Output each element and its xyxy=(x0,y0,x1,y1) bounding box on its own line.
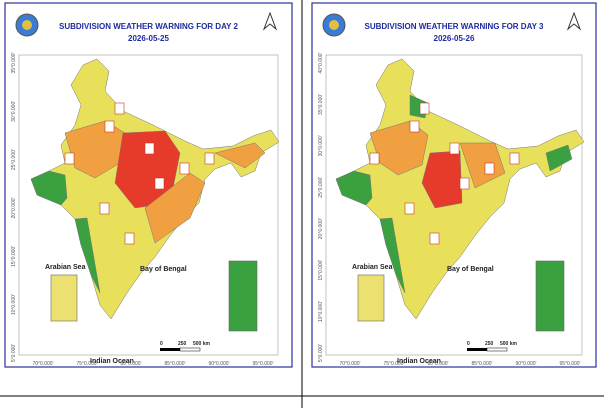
longitude-label: 85°0.000' xyxy=(164,361,185,367)
warning-icon xyxy=(449,142,460,155)
longitude-label: 90°0.000' xyxy=(208,361,229,367)
latitude-label: 20°0.000' xyxy=(318,218,324,239)
warning-icon xyxy=(204,152,215,165)
latitude-label: 35°0.000' xyxy=(11,52,17,73)
sea-label: Indian Ocean xyxy=(397,358,441,365)
map-title: SUBDIVISION WEATHER WARNING FOR DAY 2 xyxy=(59,22,239,31)
map-panel: SUBDIVISION WEATHER WARNING FOR DAY 3 202… xyxy=(311,2,597,368)
andaman-box xyxy=(535,260,565,332)
warning-icon xyxy=(104,120,115,133)
scale-bar xyxy=(179,347,201,352)
india-map xyxy=(30,58,280,320)
warning-icon xyxy=(64,152,75,165)
logo-inner xyxy=(22,20,32,30)
map-frame xyxy=(325,54,583,356)
warning-icon xyxy=(409,120,420,133)
scale-label: 0 xyxy=(160,341,163,347)
map-panel: SUBDIVISION WEATHER WARNING FOR DAY 2 202… xyxy=(4,2,293,368)
warning-icon xyxy=(179,162,190,175)
subdivision xyxy=(379,217,406,294)
warning-icon xyxy=(484,162,495,175)
scale-label: 500 km xyxy=(500,341,518,347)
longitude-label: 80°0.000' xyxy=(427,361,448,367)
sea-label: Bay of Bengal xyxy=(140,266,187,273)
sea-label: Arabian Sea xyxy=(352,264,393,271)
latitude-label: 15°0.000' xyxy=(11,246,17,267)
longitude-label: 95°0.000' xyxy=(559,361,580,367)
warning-icon xyxy=(369,152,380,165)
latitude-label: 10°0.000' xyxy=(11,294,17,315)
scale-label: 500 km xyxy=(193,341,211,347)
scale-label: 250 xyxy=(485,341,494,347)
sea-label: Indian Ocean xyxy=(90,358,134,365)
scale-bar xyxy=(467,348,487,351)
subdivision xyxy=(214,142,266,169)
latitude-label: 20°0.000' xyxy=(11,197,17,218)
longitude-label: 95°0.000' xyxy=(252,361,273,367)
warning-icon xyxy=(404,202,415,215)
latitude-label: 5°0.000' xyxy=(318,344,324,362)
north-arrow xyxy=(262,11,278,31)
warning-icon xyxy=(124,232,135,245)
scale-label: 0 xyxy=(467,341,470,347)
latitude-label: 10°0.000' xyxy=(318,301,324,322)
lakshadweep-box xyxy=(357,274,385,322)
subdivision xyxy=(74,217,101,294)
warning-icon xyxy=(419,102,430,115)
latitude-label: 35°0.000' xyxy=(318,94,324,115)
latitude-label: 25°0.000' xyxy=(318,177,324,198)
map-date: 2026-05-26 xyxy=(434,34,475,43)
india-map xyxy=(335,58,585,320)
latitude-label: 25°0.000' xyxy=(11,149,17,170)
longitude-label: 85°0.000' xyxy=(471,361,492,367)
map-frame xyxy=(18,54,279,356)
warning-icon xyxy=(429,232,440,245)
map-date: 2026-05-25 xyxy=(128,34,169,43)
warning-icon xyxy=(509,152,520,165)
warning-icon xyxy=(154,177,165,190)
subdivision xyxy=(545,144,573,172)
sea-label: Bay of Bengal xyxy=(447,266,494,273)
latitude-label: 15°0.000' xyxy=(318,260,324,281)
latitude-label: 5°0.000' xyxy=(11,344,17,362)
warning-icon xyxy=(99,202,110,215)
scale-label: 250 xyxy=(178,341,187,347)
north-arrow xyxy=(566,11,582,31)
scale-bar xyxy=(486,347,508,352)
warning-icon xyxy=(144,142,155,155)
longitude-label: 75°0.000' xyxy=(383,361,404,367)
longitude-label: 70°0.000' xyxy=(32,361,53,367)
subdivision xyxy=(144,172,206,244)
latitude-label: 30°0.000' xyxy=(11,101,17,122)
logo-inner xyxy=(329,20,339,30)
latitude-label: 40°0.000' xyxy=(318,52,324,73)
longitude-label: 70°0.000' xyxy=(339,361,360,367)
andaman-box xyxy=(228,260,258,332)
subdivision xyxy=(459,142,506,189)
subdivision xyxy=(335,170,373,206)
longitude-label: 75°0.000' xyxy=(76,361,97,367)
map-title: SUBDIVISION WEATHER WARNING FOR DAY 3 xyxy=(365,22,545,31)
sea-label: Arabian Sea xyxy=(45,264,86,271)
warning-icon xyxy=(114,102,125,115)
warning-icon xyxy=(459,177,470,190)
latitude-label: 30°0.000' xyxy=(318,135,324,156)
lakshadweep-box xyxy=(50,274,78,322)
longitude-label: 90°0.000' xyxy=(515,361,536,367)
scale-bar xyxy=(160,348,180,351)
longitude-label: 80°0.000' xyxy=(120,361,141,367)
subdivision xyxy=(30,170,68,206)
